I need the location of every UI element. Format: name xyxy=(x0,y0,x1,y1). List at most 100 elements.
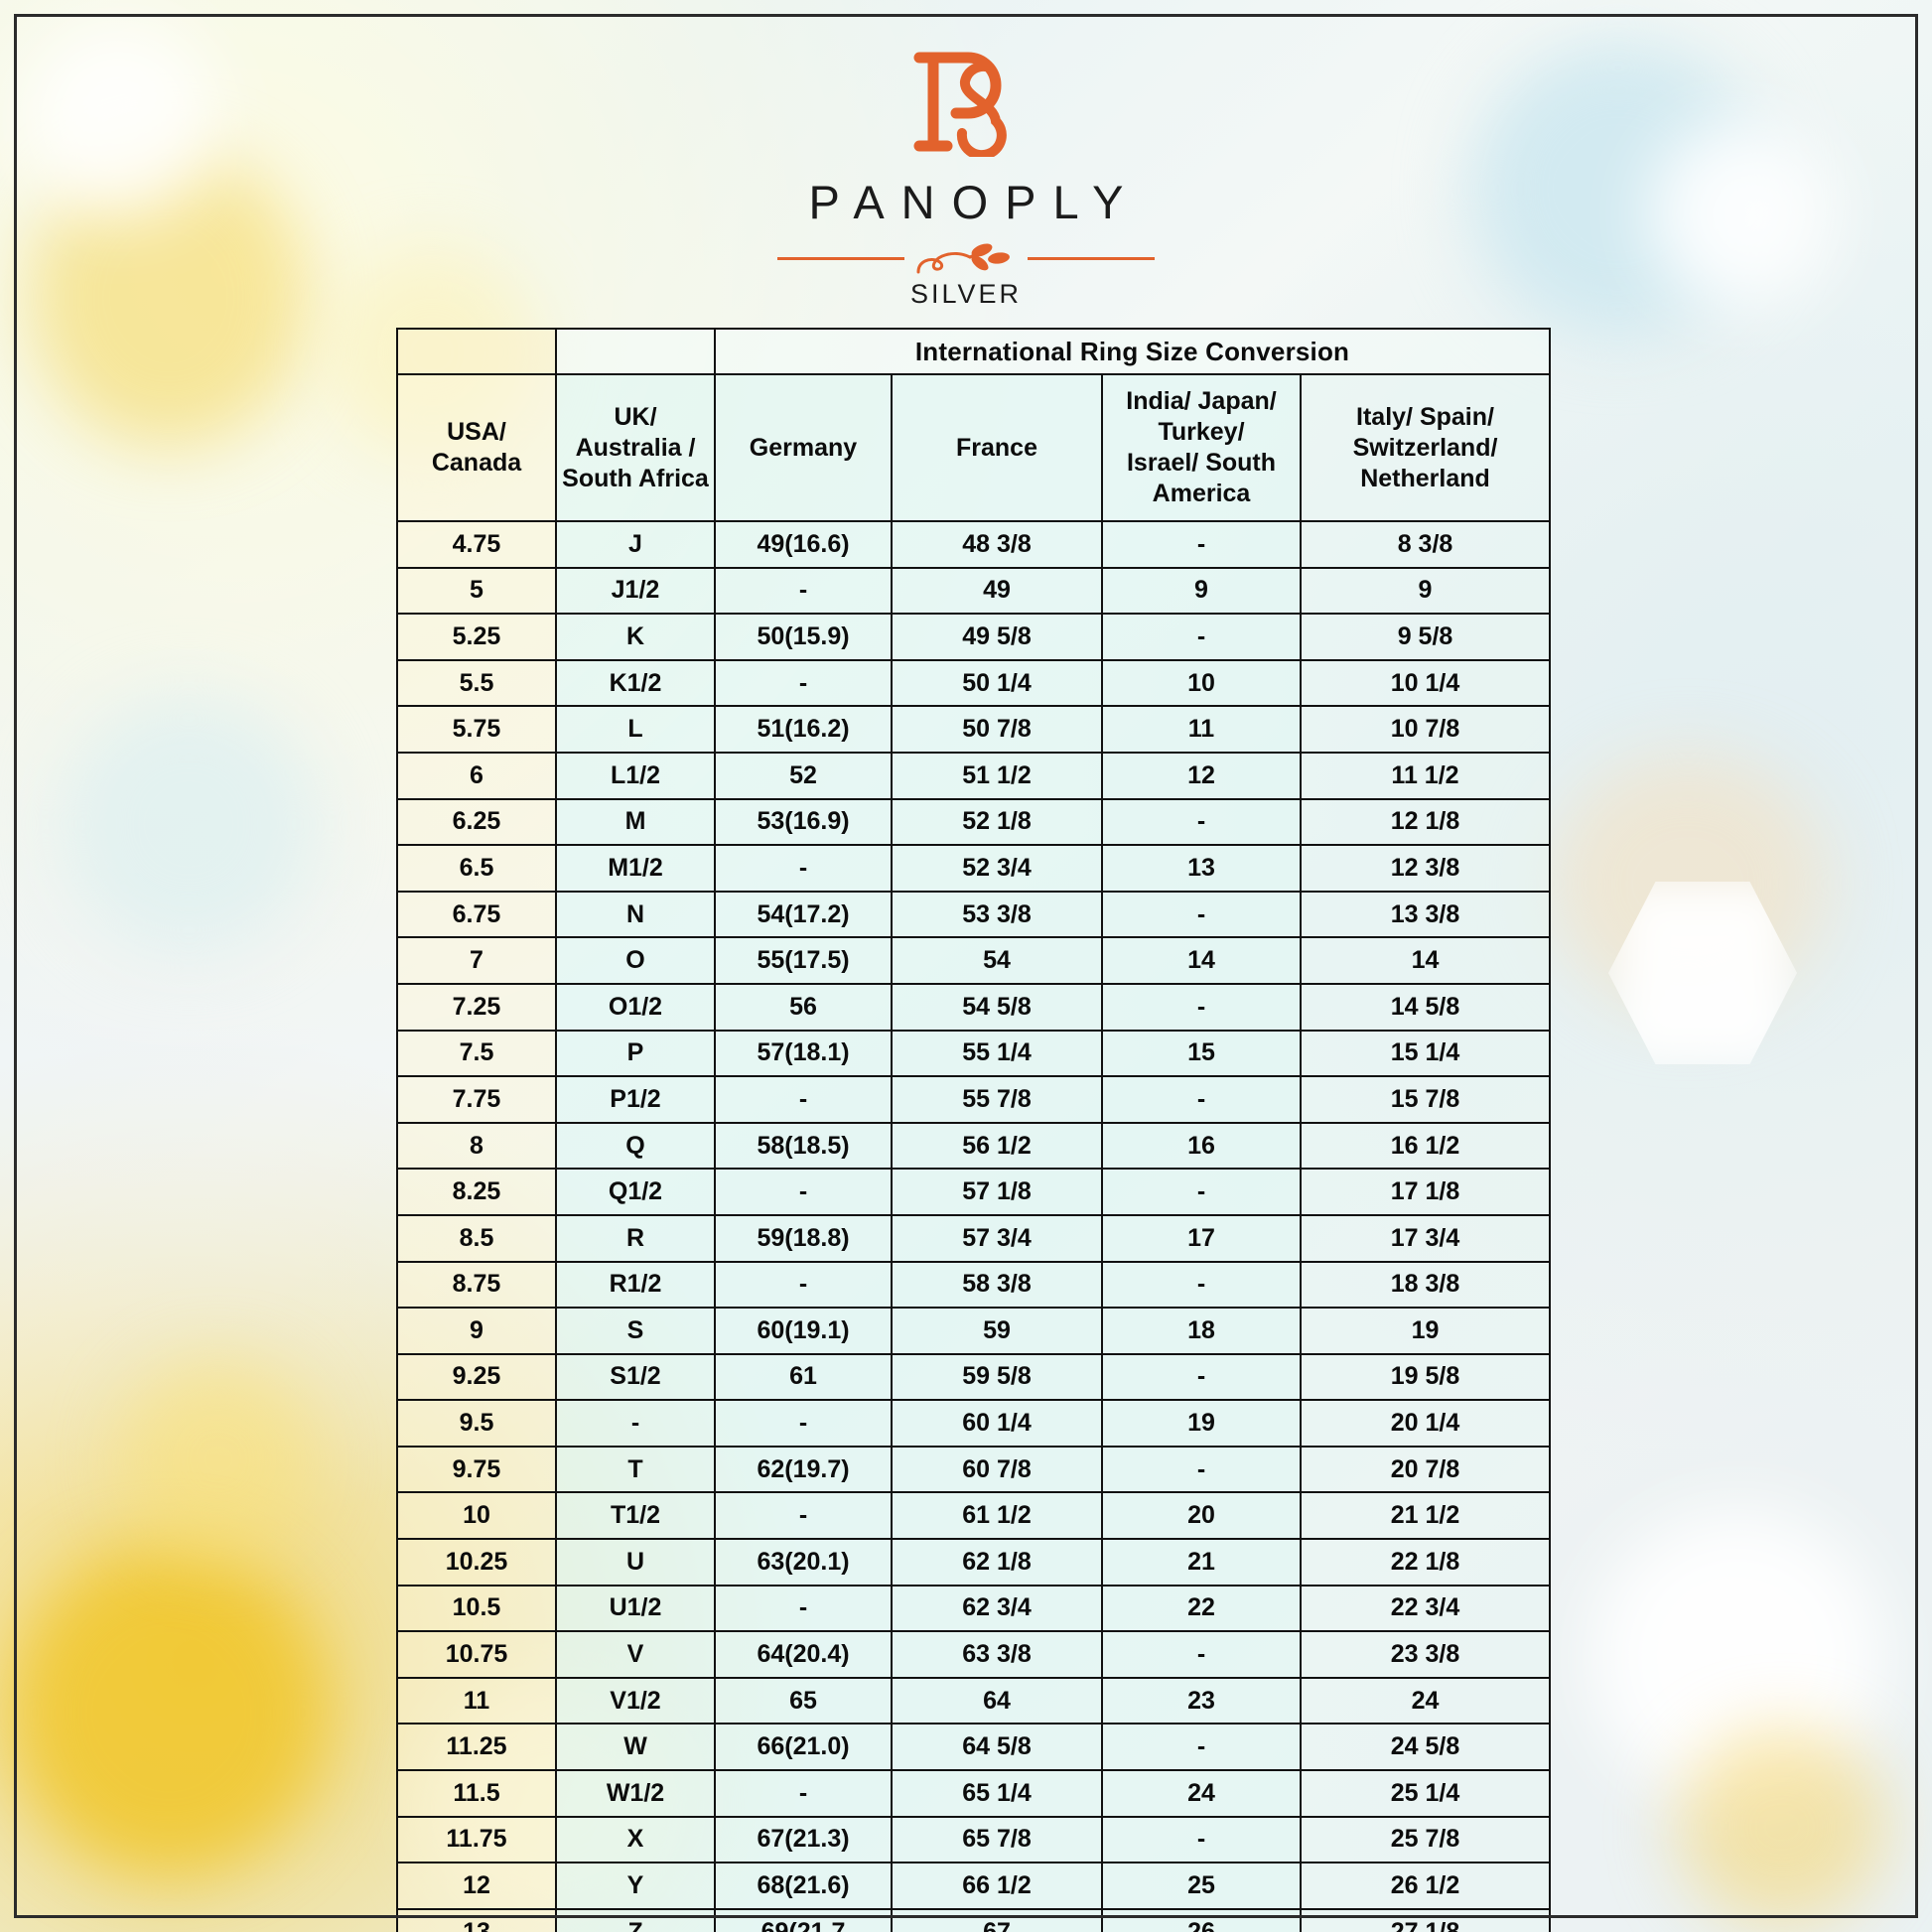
table-row: 12 Y 68(21.6) 66 1/2 25 26 1/2 xyxy=(396,1862,1551,1910)
cell-germany: 69(21.7 xyxy=(714,1907,893,1932)
cell-india-japan-turkey: 12 xyxy=(1101,751,1302,800)
brand-name: PANOPLY xyxy=(808,176,1141,228)
cell-france: 62 3/4 xyxy=(891,1584,1103,1633)
cell-italy-spain-switzerland: 13 3/8 xyxy=(1300,890,1551,939)
divider-rule-left xyxy=(777,256,904,260)
cell-india-japan-turkey: 23 xyxy=(1101,1676,1302,1725)
cell-italy-spain-switzerland: 25 1/4 xyxy=(1300,1769,1551,1818)
cell-germany: - xyxy=(714,1168,893,1216)
cell-india-japan-turkey: - xyxy=(1101,797,1302,847)
cell-italy-spain-switzerland: 15 1/4 xyxy=(1300,1029,1551,1078)
cell-italy-spain-switzerland: 19 xyxy=(1300,1307,1551,1355)
cell-uk-australia-southafrica: T xyxy=(555,1445,716,1494)
table-row: 10.25 U 63(20.1) 62 1/8 21 22 1/8 xyxy=(396,1538,1551,1587)
cell-usa-canada: 4.75 xyxy=(396,520,557,569)
cell-uk-australia-southafrica: P1/2 xyxy=(555,1075,716,1124)
cell-uk-australia-southafrica: J xyxy=(555,520,716,569)
cell-usa-canada: 11.75 xyxy=(396,1815,557,1864)
cell-france: 62 1/8 xyxy=(891,1538,1103,1587)
table-banner-row: International Ring Size Conversion xyxy=(396,328,1551,375)
cell-india-japan-turkey: - xyxy=(1101,1352,1302,1402)
cell-germany: 61 xyxy=(714,1352,893,1402)
column-header-france: France xyxy=(891,373,1103,522)
cell-germany: 59(18.8) xyxy=(714,1213,893,1263)
cell-france: 52 1/8 xyxy=(891,797,1103,847)
cell-france: 56 1/2 xyxy=(891,1121,1103,1171)
column-header-line: UK/ xyxy=(614,402,657,431)
cell-india-japan-turkey: 9 xyxy=(1101,566,1302,616)
cell-germany: 49(16.6) xyxy=(714,520,893,569)
cell-italy-spain-switzerland: 9 5/8 xyxy=(1300,613,1551,661)
table-row: 6.5 M1/2-52 3/4 13 12 3/8 xyxy=(396,844,1551,893)
cell-uk-australia-southafrica: S1/2 xyxy=(555,1352,716,1402)
cell-india-japan-turkey: 10 xyxy=(1101,658,1302,708)
ring-size-conversion-table: International Ring Size Conversion USA/C… xyxy=(396,328,1551,1932)
cell-india-japan-turkey: 14 xyxy=(1101,936,1302,985)
cell-italy-spain-switzerland: 21 1/2 xyxy=(1300,1491,1551,1541)
cell-india-japan-turkey: - xyxy=(1101,520,1302,569)
cell-france: 60 1/4 xyxy=(891,1399,1103,1448)
cell-italy-spain-switzerland: 12 1/8 xyxy=(1300,797,1551,847)
cell-india-japan-turkey: 17 xyxy=(1101,1213,1302,1263)
table-row: 5.75 L 51(16.2) 50 7/8 11 10 7/8 xyxy=(396,705,1551,754)
column-header-line: Israel/ South xyxy=(1126,449,1277,477)
cell-uk-australia-southafrica: Q1/2 xyxy=(555,1168,716,1216)
cell-france: 58 3/8 xyxy=(891,1260,1103,1310)
cell-germany: - xyxy=(714,566,893,616)
cell-usa-canada: 6.25 xyxy=(396,797,557,847)
cell-uk-australia-southafrica: L xyxy=(555,705,716,754)
column-header-line: Germany xyxy=(749,433,858,462)
cell-india-japan-turkey: 26 xyxy=(1101,1907,1302,1932)
cell-germany: - xyxy=(714,1399,893,1448)
divider-rule-right xyxy=(1028,256,1155,260)
cell-germany: - xyxy=(714,1584,893,1633)
column-header-line: Australia / xyxy=(575,433,696,462)
cell-germany: 67(21.3) xyxy=(714,1815,893,1864)
cell-germany: 62(19.7) xyxy=(714,1445,893,1494)
cell-france: 55 7/8 xyxy=(891,1075,1103,1124)
brand-divider xyxy=(0,241,1932,275)
cell-india-japan-turkey: - xyxy=(1101,1075,1302,1124)
cell-italy-spain-switzerland: 22 1/8 xyxy=(1300,1538,1551,1587)
cell-india-japan-turkey: 16 xyxy=(1101,1121,1302,1171)
cell-france: 67 xyxy=(891,1907,1103,1932)
cell-usa-canada: 8 xyxy=(396,1121,557,1171)
table-header-row: USA/Canada UK/Australia / South Africa Ge… xyxy=(396,373,1551,522)
column-header-line: France xyxy=(956,433,1037,462)
cell-uk-australia-southafrica: M xyxy=(555,797,716,847)
cell-india-japan-turkey: 13 xyxy=(1101,844,1302,893)
cell-france: 65 1/4 xyxy=(891,1769,1103,1818)
cell-india-japan-turkey: 22 xyxy=(1101,1584,1302,1633)
cell-italy-spain-switzerland: 22 3/4 xyxy=(1300,1584,1551,1633)
table-row: 7.75 P1/2-55 7/8-15 7/8 xyxy=(396,1075,1551,1124)
ps-monogram-icon xyxy=(913,52,1007,157)
cell-italy-spain-switzerland: 27 1/8 xyxy=(1300,1907,1551,1932)
cell-france: 55 1/4 xyxy=(891,1029,1103,1078)
cell-france: 57 3/4 xyxy=(891,1213,1103,1263)
cell-usa-canada: 5.75 xyxy=(396,705,557,754)
table-row: 10.5 U1/2-62 3/4 22 22 3/4 xyxy=(396,1584,1551,1633)
cell-italy-spain-switzerland: 17 1/8 xyxy=(1300,1168,1551,1216)
cell-usa-canada: 9 xyxy=(396,1307,557,1355)
table-row: 9 S 60(19.1) 59 18 19 xyxy=(396,1307,1551,1355)
banner-spacer-1 xyxy=(396,328,557,375)
cell-india-japan-turkey: 11 xyxy=(1101,705,1302,754)
column-header-line: America xyxy=(1152,480,1251,507)
table-row: 5 J1/2-49 9 9 xyxy=(396,566,1551,616)
cell-germany: 52 xyxy=(714,751,893,800)
cell-france: 52 3/4 xyxy=(891,844,1103,893)
cell-usa-canada: 9.75 xyxy=(396,1445,557,1494)
cell-france: 64 5/8 xyxy=(891,1723,1103,1772)
cell-india-japan-turkey: - xyxy=(1101,982,1302,1032)
cell-france: 59 5/8 xyxy=(891,1352,1103,1402)
table-row: 8.75 R1/2-58 3/8-18 3/8 xyxy=(396,1260,1551,1310)
cell-italy-spain-switzerland: 24 5/8 xyxy=(1300,1723,1551,1772)
cell-usa-canada: 10.75 xyxy=(396,1630,557,1679)
cell-usa-canada: 7 xyxy=(396,936,557,985)
ring-size-table-wrap: International Ring Size Conversion USA/C… xyxy=(396,328,1551,1932)
column-header-line: Netherland xyxy=(1360,464,1490,492)
column-header-usa-canada: USA/Canada xyxy=(396,373,557,522)
table-row: 10.75 V 64(20.4) 63 3/8-23 3/8 xyxy=(396,1630,1551,1679)
cell-usa-canada: 11.5 xyxy=(396,1769,557,1818)
cell-usa-canada: 11 xyxy=(396,1676,557,1725)
